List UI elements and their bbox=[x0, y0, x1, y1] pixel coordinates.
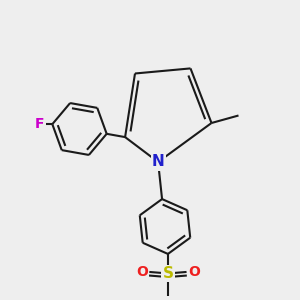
Text: O: O bbox=[188, 265, 200, 279]
Text: S: S bbox=[162, 266, 173, 281]
Text: N: N bbox=[152, 154, 164, 169]
Text: F: F bbox=[35, 117, 44, 131]
Text: O: O bbox=[136, 265, 148, 279]
